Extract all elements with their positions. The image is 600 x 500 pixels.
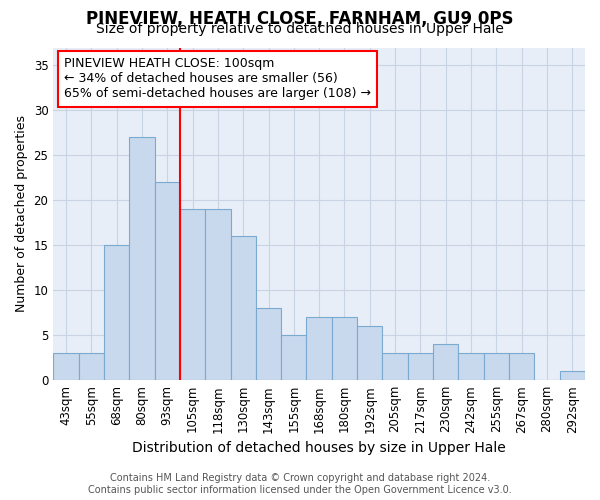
Bar [205, 210, 230, 380]
Bar [458, 353, 484, 380]
Bar [79, 353, 104, 380]
Bar [129, 138, 155, 380]
Bar [281, 335, 307, 380]
Text: Size of property relative to detached houses in Upper Hale: Size of property relative to detached ho… [96, 22, 504, 36]
Bar [155, 182, 180, 380]
Bar [382, 353, 408, 380]
Bar [560, 371, 585, 380]
Bar [256, 308, 281, 380]
Bar [307, 317, 332, 380]
Text: Contains HM Land Registry data © Crown copyright and database right 2024.
Contai: Contains HM Land Registry data © Crown c… [88, 474, 512, 495]
Text: PINEVIEW HEATH CLOSE: 100sqm
← 34% of detached houses are smaller (56)
65% of se: PINEVIEW HEATH CLOSE: 100sqm ← 34% of de… [64, 58, 371, 100]
Bar [180, 210, 205, 380]
Bar [509, 353, 535, 380]
Bar [357, 326, 382, 380]
Bar [53, 353, 79, 380]
Bar [332, 317, 357, 380]
Bar [104, 246, 129, 380]
Bar [230, 236, 256, 380]
Y-axis label: Number of detached properties: Number of detached properties [15, 116, 28, 312]
Bar [484, 353, 509, 380]
Bar [408, 353, 433, 380]
X-axis label: Distribution of detached houses by size in Upper Hale: Distribution of detached houses by size … [132, 441, 506, 455]
Bar [433, 344, 458, 380]
Text: PINEVIEW, HEATH CLOSE, FARNHAM, GU9 0PS: PINEVIEW, HEATH CLOSE, FARNHAM, GU9 0PS [86, 10, 514, 28]
